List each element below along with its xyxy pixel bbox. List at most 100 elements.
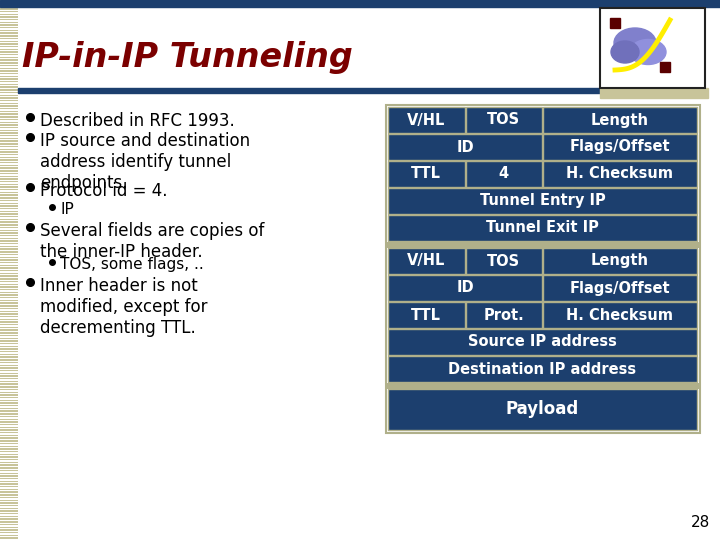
Bar <box>0 470 18 471</box>
Bar <box>0 14 18 15</box>
Bar <box>0 289 18 291</box>
Bar <box>0 105 18 107</box>
Bar <box>0 478 18 480</box>
Bar <box>0 197 18 199</box>
Bar <box>0 205 18 207</box>
Bar <box>0 300 18 301</box>
Bar <box>0 410 18 412</box>
Bar <box>0 481 18 482</box>
Bar <box>0 302 18 304</box>
Bar <box>466 248 542 274</box>
Bar <box>0 143 18 145</box>
Bar <box>0 281 18 282</box>
Bar <box>0 111 18 112</box>
Bar <box>0 370 18 372</box>
Bar <box>0 521 18 523</box>
Bar <box>388 389 697 430</box>
Bar <box>0 124 18 126</box>
Text: Inner header is not
modified, except for
decrementing TTL.: Inner header is not modified, except for… <box>40 277 207 336</box>
Bar <box>0 405 18 407</box>
Bar <box>0 248 18 250</box>
Text: Protocol id = 4.: Protocol id = 4. <box>40 182 168 200</box>
Bar <box>388 134 542 160</box>
Bar <box>0 151 18 153</box>
Bar <box>0 443 18 444</box>
Bar <box>0 413 18 415</box>
Bar <box>466 161 542 187</box>
Bar <box>0 389 18 390</box>
Text: V/HL: V/HL <box>407 112 446 127</box>
Bar <box>0 0 720 7</box>
Bar <box>0 359 18 361</box>
Bar <box>0 16 18 18</box>
Bar <box>0 313 18 315</box>
Bar <box>0 5 18 7</box>
Bar <box>0 170 18 172</box>
Bar <box>0 100 18 102</box>
Bar <box>0 92 18 93</box>
Bar <box>0 467 18 469</box>
Bar <box>388 161 464 187</box>
Text: ID: ID <box>456 139 474 154</box>
Bar <box>0 321 18 323</box>
Bar <box>0 78 18 80</box>
Bar <box>0 178 18 180</box>
Bar <box>0 265 18 266</box>
Bar <box>610 18 620 28</box>
Bar <box>0 246 18 247</box>
Bar <box>543 107 697 133</box>
Text: TOS: TOS <box>487 253 521 268</box>
Bar <box>0 24 18 26</box>
Text: TTL: TTL <box>411 166 441 181</box>
Bar <box>0 529 18 531</box>
Bar <box>388 275 542 301</box>
Bar <box>0 262 18 264</box>
Bar <box>0 270 18 272</box>
Bar <box>0 135 18 137</box>
Bar <box>0 81 18 83</box>
Bar <box>0 278 18 280</box>
Bar <box>0 500 18 501</box>
Bar <box>0 38 18 39</box>
Bar <box>0 49 18 50</box>
Bar <box>0 494 18 496</box>
Bar <box>0 491 18 493</box>
Bar <box>0 497 18 498</box>
Bar <box>0 373 18 374</box>
Bar <box>0 435 18 436</box>
Text: Payload: Payload <box>506 401 579 418</box>
Bar <box>0 408 18 409</box>
Bar <box>660 62 670 72</box>
Bar <box>0 70 18 72</box>
Bar <box>0 192 18 193</box>
Bar <box>0 475 18 477</box>
Bar <box>18 88 608 93</box>
Text: Flags/Offset: Flags/Offset <box>570 139 670 154</box>
Bar <box>543 275 697 301</box>
Bar <box>0 30 18 31</box>
Bar <box>0 518 18 520</box>
Bar <box>0 308 18 309</box>
Bar <box>0 68 18 69</box>
Bar <box>0 427 18 428</box>
Bar <box>0 338 18 339</box>
Bar <box>388 215 697 241</box>
Bar <box>0 416 18 417</box>
Bar <box>0 173 18 174</box>
Bar <box>0 159 18 161</box>
Bar <box>0 451 18 453</box>
Bar <box>0 343 18 345</box>
Bar <box>0 208 18 210</box>
Bar <box>0 22 18 23</box>
Bar <box>0 230 18 231</box>
Bar <box>0 148 18 150</box>
Bar <box>0 59 18 61</box>
Bar <box>0 19 18 21</box>
Bar <box>0 113 18 115</box>
Bar <box>0 513 18 515</box>
Bar <box>0 394 18 396</box>
Ellipse shape <box>630 39 666 64</box>
Bar <box>0 57 18 58</box>
Bar <box>388 188 697 214</box>
Text: 28: 28 <box>690 515 710 530</box>
